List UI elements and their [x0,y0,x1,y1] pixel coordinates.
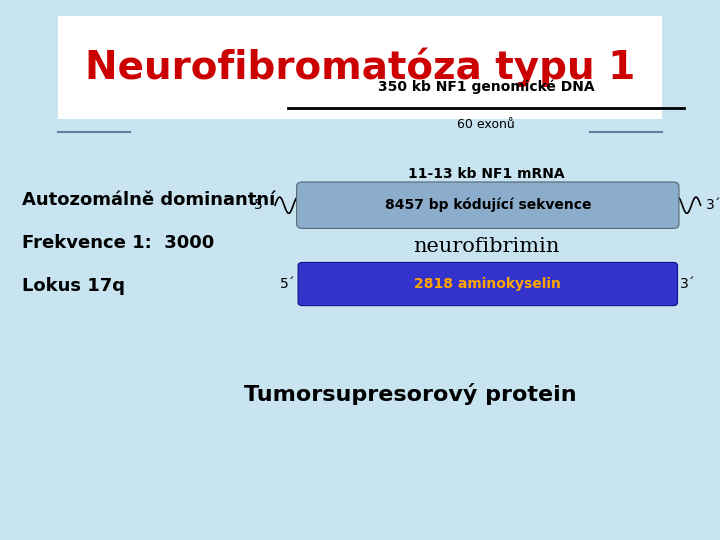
FancyBboxPatch shape [298,262,678,306]
Text: 60 exonů: 60 exonů [457,118,515,131]
Text: Lokus 17q: Lokus 17q [22,277,125,295]
Text: Frekvence 1:  3000: Frekvence 1: 3000 [22,234,214,252]
Text: 350 kb NF1 genomické DNA: 350 kb NF1 genomické DNA [378,80,594,94]
FancyBboxPatch shape [297,182,679,228]
Text: Autozomálně dominantní: Autozomálně dominantní [22,191,275,209]
Text: 3´: 3´ [680,277,696,291]
Text: 11-13 kb NF1 mRNA: 11-13 kb NF1 mRNA [408,167,564,181]
Text: 3´: 3´ [706,198,720,212]
FancyBboxPatch shape [58,16,662,119]
Text: Neurofibromatóza typu 1: Neurofibromatóza typu 1 [85,48,635,87]
Text: 8457 bp kódující sekvence: 8457 bp kódující sekvence [384,198,591,212]
Text: neurofibrimin: neurofibrimin [413,238,559,256]
Text: 5´: 5´ [253,198,269,212]
Text: 2818 aminokyselin: 2818 aminokyselin [415,277,561,291]
Text: 5´: 5´ [279,277,295,291]
Text: Tumorsupresorový protein: Tumorsupresorový protein [244,383,577,405]
